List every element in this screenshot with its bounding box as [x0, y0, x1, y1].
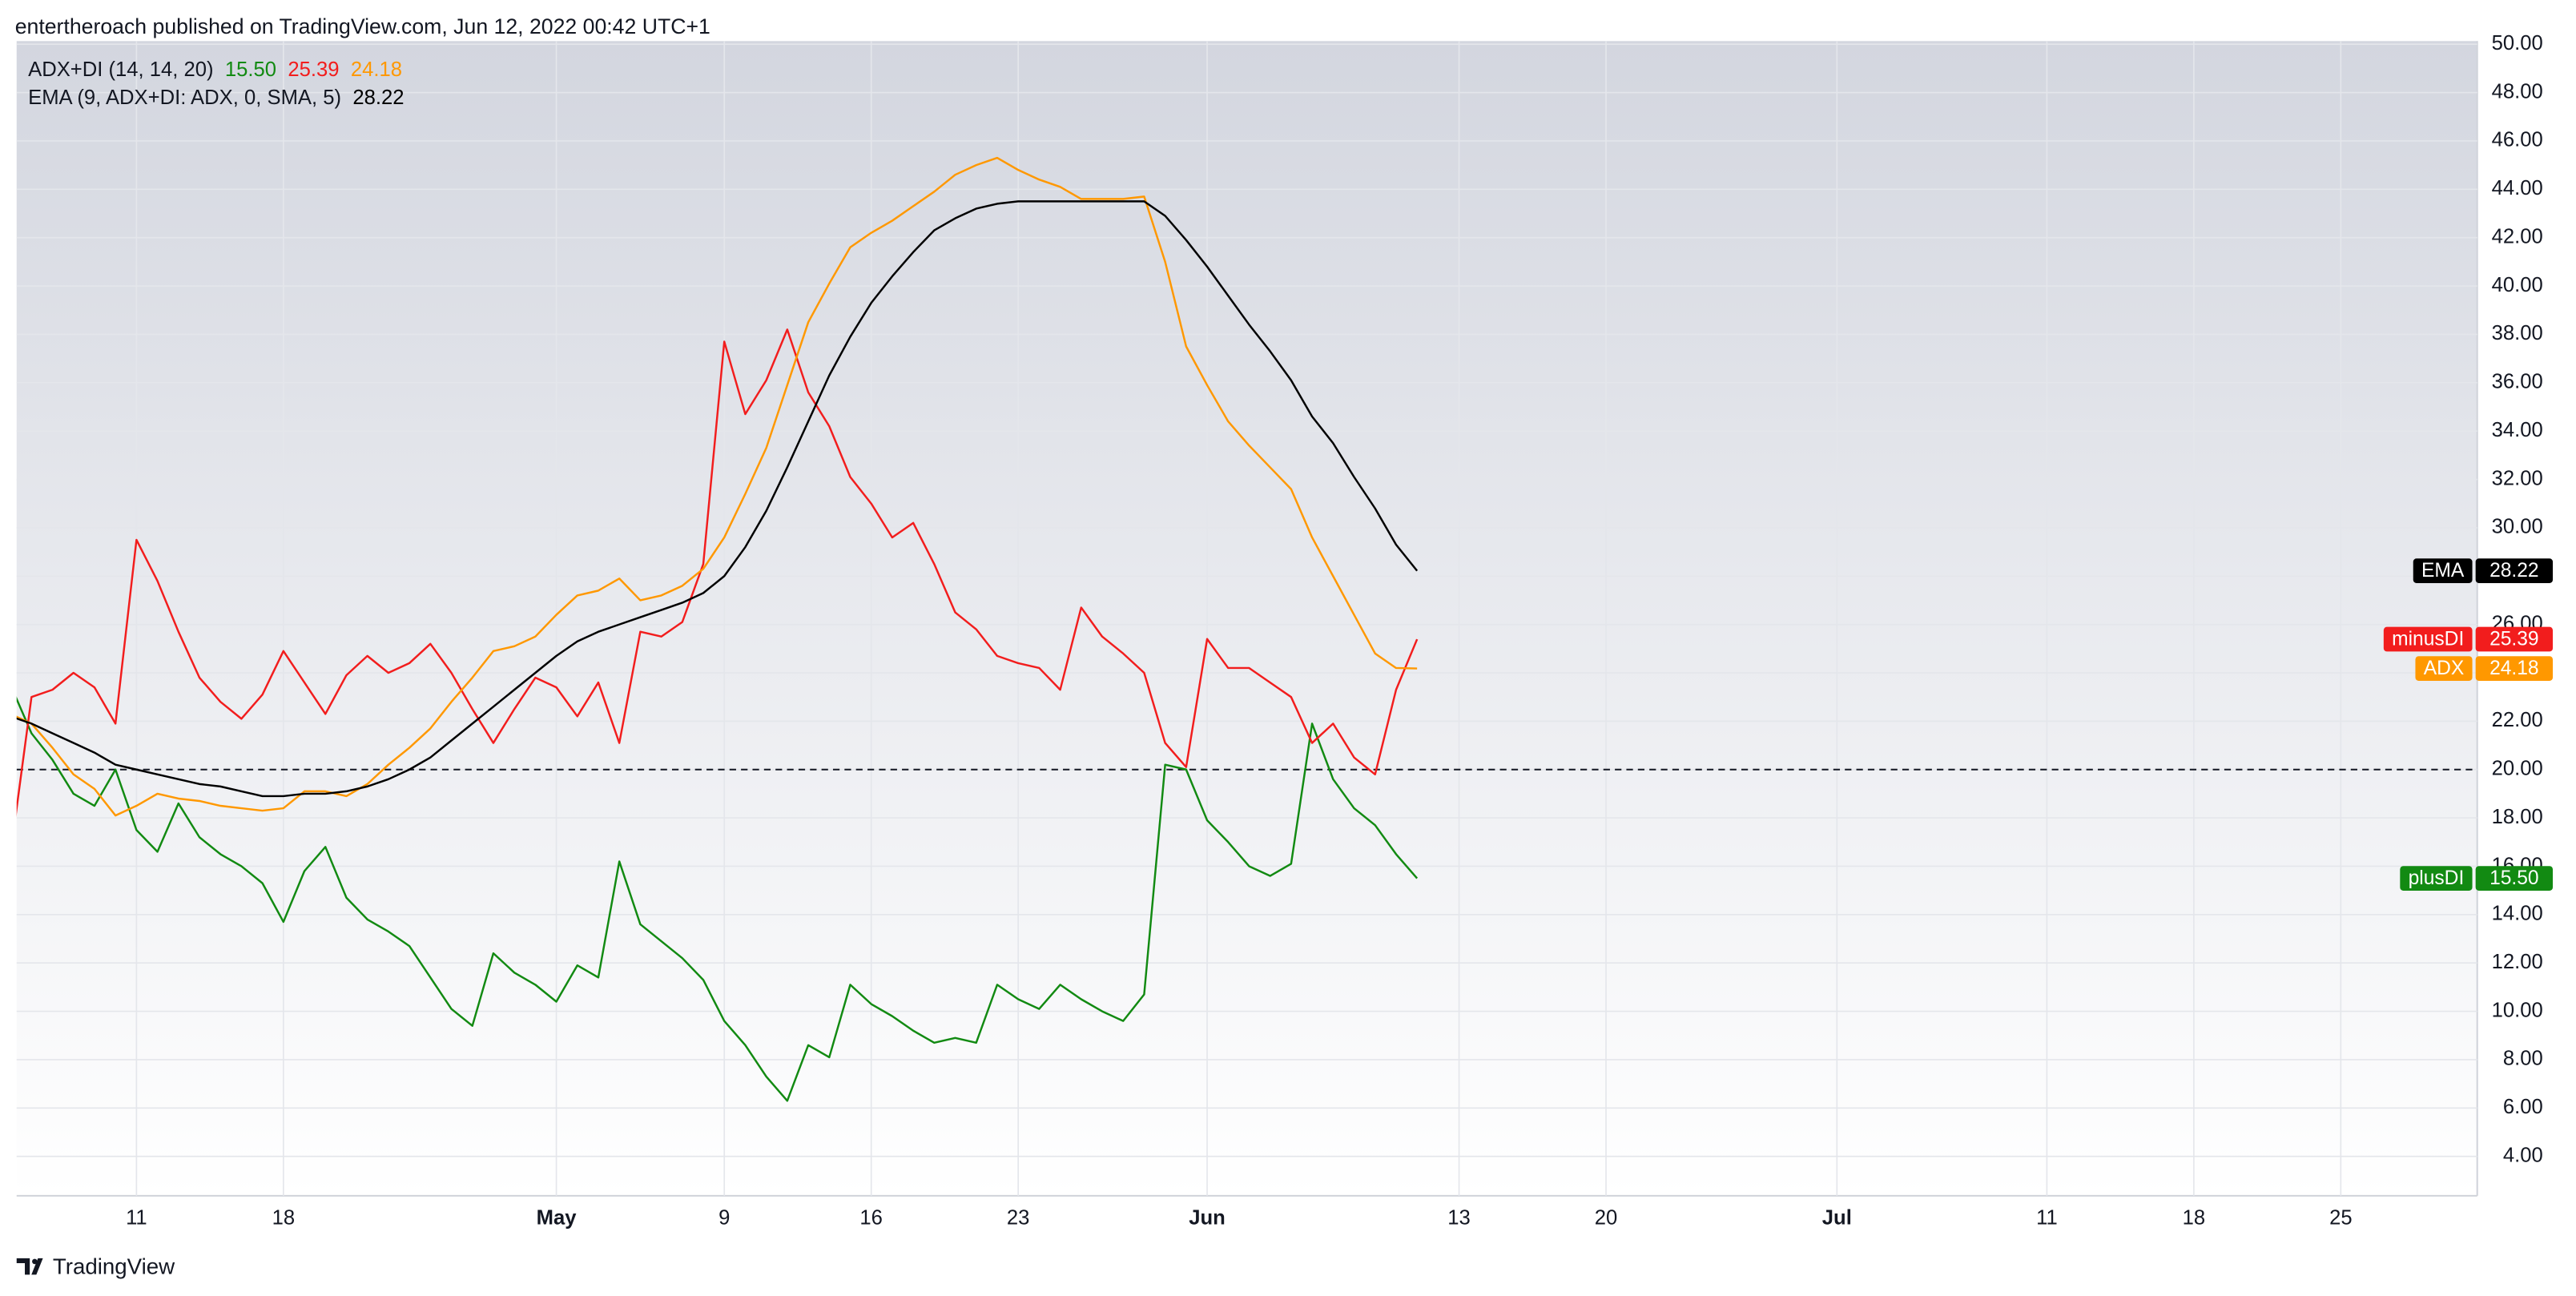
price-label-name-box — [2383, 626, 2473, 652]
price-label-name-box — [2400, 866, 2473, 891]
legend-value: 28.22 — [352, 87, 404, 109]
series-lines — [16, 156, 2477, 1102]
price-label-value: 24.18 — [2489, 658, 2539, 679]
price-label-value-box — [2475, 626, 2554, 652]
y-tick-label: 18.00 — [2492, 806, 2543, 828]
x-tick-label: 16 — [859, 1206, 883, 1229]
y-tick-label: 8.00 — [2503, 1048, 2543, 1070]
price-label: minusDI 25.39 — [2383, 626, 2554, 652]
y-tick-label: 14.00 — [2492, 903, 2543, 925]
series-line — [16, 328, 1419, 816]
x-tick-label: 18 — [2183, 1206, 2206, 1229]
price-label-name: EMA — [2421, 560, 2465, 582]
y-tick-label: 40.00 — [2492, 274, 2543, 296]
price-label-value-box — [2475, 558, 2554, 584]
y-tick-label: 44.00 — [2492, 177, 2543, 199]
y-tick-label: 22.00 — [2492, 709, 2543, 731]
price-label-name-box — [2415, 656, 2473, 681]
price-label: ADX 24.18 — [2415, 656, 2554, 681]
x-tick-label: May — [537, 1206, 578, 1229]
y-tick-label: 46.00 — [2492, 129, 2543, 151]
y-tick-label: 10.00 — [2492, 999, 2543, 1021]
price-label-name: ADX — [2424, 658, 2465, 679]
legend-value: 25.39 — [288, 58, 339, 81]
price-labels: plusDI 15.50 minusDI 25.39 ADX 24.18 EMA 28.22 — [2383, 558, 2554, 891]
x-tick-label: 11 — [2036, 1206, 2058, 1229]
y-tick-label: 12.00 — [2492, 951, 2543, 973]
price-label: EMA 28.22 — [2413, 558, 2554, 584]
y-tick-label: 30.00 — [2492, 516, 2543, 538]
price-label-value-box — [2475, 866, 2554, 891]
series-line — [16, 696, 1419, 1102]
x-tick-label: 11 — [126, 1206, 147, 1229]
x-tick-label: 9 — [718, 1206, 730, 1229]
x-tick-label: 18 — [272, 1206, 296, 1229]
series-line — [16, 200, 1419, 798]
price-label-value: 15.50 — [2489, 867, 2539, 889]
x-tick-label: 23 — [1007, 1206, 1030, 1229]
legend: ADX+DI (14, 14, 20) 15.50 25.39 24.18 EMA (9… — [28, 58, 404, 109]
price-label: plusDI 15.50 — [2400, 866, 2554, 891]
legend-title: ADX+DI (14, 14, 20) — [28, 58, 213, 81]
x-tick-label: 20 — [1595, 1206, 1618, 1229]
y-tick-label: 48.00 — [2492, 80, 2543, 103]
series-line — [16, 156, 1418, 817]
plot-area — [16, 41, 2477, 1196]
price-label-name-box — [2413, 558, 2473, 584]
legend-value: 15.50 — [225, 58, 276, 81]
logo — [16, 1258, 43, 1275]
legend-title: EMA (9, ADX+DI: ADX, 0, SMA, 5) — [28, 87, 341, 109]
price-label-value: 25.39 — [2489, 629, 2539, 650]
y-tick-label: 4.00 — [2503, 1144, 2543, 1166]
footer-brand: TradingView — [53, 1254, 175, 1278]
price-label-value: 28.22 — [2489, 560, 2539, 582]
x-tick-label: 13 — [1447, 1206, 1471, 1229]
y-tick-label: 42.00 — [2492, 225, 2543, 248]
y-tick-label: 34.00 — [2492, 419, 2543, 441]
x-tick-label: 25 — [2329, 1206, 2353, 1229]
price-label-name: plusDI — [2409, 867, 2465, 889]
x-tick-label: Jun — [1189, 1206, 1226, 1229]
y-tick-label: 50.00 — [2492, 32, 2543, 54]
legend-entry: ADX+DI (14, 14, 20) 15.50 25.39 24.18 — [28, 58, 402, 81]
legend-value: 24.18 — [351, 58, 402, 81]
price-label-value-box — [2475, 656, 2554, 681]
y-tick-label: 32.00 — [2492, 467, 2543, 489]
header: entertheroach published on TradingView.c… — [15, 14, 710, 38]
legend-entry: EMA (9, ADX+DI: ADX, 0, SMA, 5) 28.22 — [28, 87, 404, 109]
y-tick-label: 20.00 — [2492, 758, 2543, 780]
y-tick-label: 38.00 — [2492, 322, 2543, 344]
x-tick-label: Jul — [1822, 1206, 1852, 1229]
y-tick-label: 6.00 — [2503, 1096, 2543, 1118]
price-label-name: minusDI — [2392, 629, 2464, 650]
y-tick-label: 36.00 — [2492, 371, 2543, 393]
